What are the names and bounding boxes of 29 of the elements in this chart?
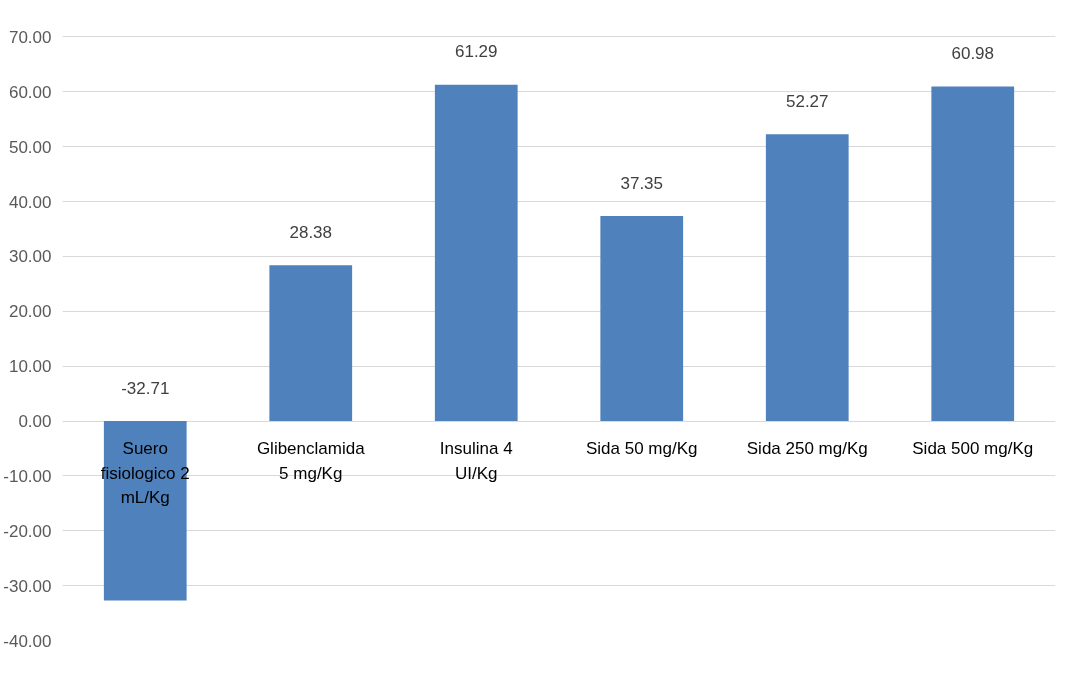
bar: [931, 86, 1015, 422]
bar: [600, 216, 684, 422]
x-tick-label: Sida 50 mg/Kg: [585, 439, 698, 459]
data-label: -32.71: [121, 378, 170, 398]
y-tick-label: -40.00: [3, 631, 52, 651]
data-label: 61.29: [454, 42, 498, 62]
y-tick-label: -20.00: [3, 521, 52, 541]
bar: [765, 134, 849, 422]
y-tick-label: 50.00: [8, 137, 52, 157]
x-tick-label: Sida 500 mg/Kg: [912, 439, 1034, 459]
data-label: 28.38: [289, 222, 333, 242]
y-tick-label: 40.00: [8, 192, 52, 212]
x-tick-label: Glibenclamida 5 mg/Kg: [256, 439, 366, 483]
bar: [103, 421, 187, 601]
y-tick-label: 0.00: [18, 412, 52, 432]
bar: [269, 265, 353, 422]
y-tick-label: 60.00: [8, 82, 52, 102]
y-tick-label: 20.00: [8, 302, 52, 322]
data-label: 60.98: [951, 44, 995, 64]
data-label: 52.27: [785, 91, 829, 111]
x-tick-label: Sida 250 mg/Kg: [746, 439, 868, 459]
x-tick-label: Insulina 4 UI/Kg: [439, 439, 513, 483]
y-tick-label: -10.00: [3, 466, 52, 486]
data-label: 37.35: [620, 173, 664, 193]
y-tick-label: 30.00: [8, 247, 52, 267]
bar: [434, 84, 518, 422]
y-tick-label: -30.00: [3, 576, 52, 596]
y-tick-label: 70.00: [8, 27, 52, 47]
y-tick-label: 10.00: [8, 357, 52, 377]
